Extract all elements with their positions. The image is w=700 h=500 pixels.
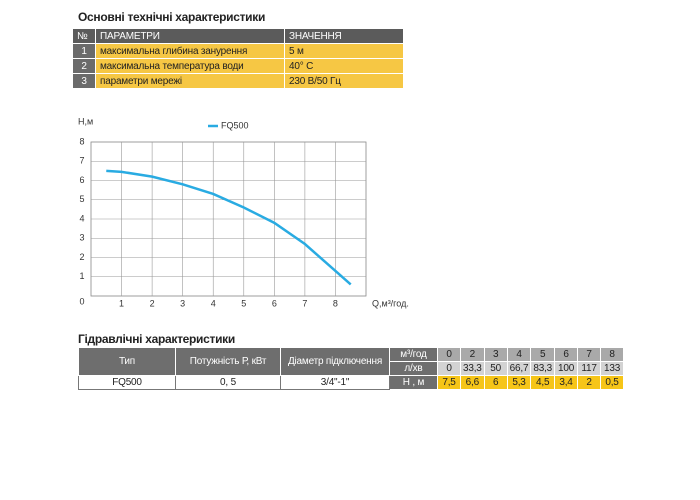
cell: 40° С bbox=[284, 58, 404, 74]
cell: параметри мережі bbox=[95, 73, 285, 89]
cell: 33,3 bbox=[460, 361, 485, 376]
specs-table: № ПАРАМЕТРИ ЗНАЧЕННЯ 1 максимальна глибин… bbox=[72, 28, 404, 89]
header-cell: № bbox=[72, 28, 96, 44]
x-tick-label: 7 bbox=[302, 298, 307, 308]
unit-cell: м³/год bbox=[389, 347, 438, 362]
cell: 2 bbox=[460, 347, 485, 362]
cell: 0 bbox=[437, 347, 461, 362]
cell: 6 bbox=[483, 375, 508, 390]
cell: 3 bbox=[483, 347, 508, 362]
x-tick-label: 5 bbox=[241, 298, 246, 308]
y-tick-label: 8 bbox=[79, 136, 84, 146]
cell: 0,5 bbox=[600, 375, 625, 390]
cell: 3/4"-1" bbox=[280, 375, 390, 390]
cell: 66,7 bbox=[506, 361, 532, 376]
cell: 6,6 bbox=[460, 375, 485, 390]
cell: 50 bbox=[483, 361, 508, 376]
y-tick-label: 4 bbox=[79, 213, 84, 223]
x-tick-label: 8 bbox=[333, 298, 338, 308]
y-tick-label: 2 bbox=[79, 252, 84, 262]
cell: FQ500 bbox=[78, 375, 176, 390]
cell: 2 bbox=[72, 58, 96, 74]
y-tick-label: 0 bbox=[79, 296, 84, 306]
cell: 7 bbox=[577, 347, 602, 362]
x-tick-label: 3 bbox=[180, 298, 185, 308]
y-tick-label: 1 bbox=[79, 271, 84, 281]
cell: 6 bbox=[554, 347, 579, 362]
cell: 7,5 bbox=[437, 375, 461, 390]
legend-label: FQ500 bbox=[221, 120, 249, 130]
y-tick-label: 7 bbox=[79, 156, 84, 166]
cell: 2 bbox=[577, 375, 602, 390]
header-cell: Тип bbox=[78, 347, 176, 376]
cell: 1 bbox=[72, 43, 96, 59]
header-cell: ЗНАЧЕННЯ bbox=[284, 28, 404, 44]
y-tick-label: 6 bbox=[79, 175, 84, 185]
cell: 5,3 bbox=[506, 375, 532, 390]
hydraulic-table: Тип Потужність Р, кВт Діаметр підключенн… bbox=[78, 347, 625, 390]
cell: 4 bbox=[506, 347, 532, 362]
cell: 5 м bbox=[284, 43, 404, 59]
x-tick-label: 1 bbox=[119, 298, 124, 308]
header-cell: Діаметр підключення bbox=[280, 347, 390, 376]
cell: 4,5 bbox=[530, 375, 556, 390]
y-axis-label: H,м bbox=[78, 116, 93, 126]
header-cell: ПАРАМЕТРИ bbox=[95, 28, 285, 44]
unit-cell: л/хв bbox=[389, 361, 438, 376]
unit-cell: Н , м bbox=[389, 375, 438, 390]
cell: 230 В/50 Гц bbox=[284, 73, 404, 89]
cell: 83,3 bbox=[530, 361, 556, 376]
cell: 133 bbox=[600, 361, 625, 376]
x-tick-label: 4 bbox=[211, 298, 216, 308]
chart: 0 1 2 3 4 5 6 7 8 1 2 3 4 5 6 7 8 H,м Q,м³/год. FQ500 bbox=[78, 116, 409, 308]
cell: 0, 5 bbox=[175, 375, 281, 390]
cell: 0 bbox=[437, 361, 461, 376]
cell: 3,4 bbox=[554, 375, 579, 390]
header-cell: Потужність Р, кВт bbox=[175, 347, 281, 376]
hydraulic-title: Гідравлічні характеристики bbox=[78, 332, 235, 346]
cell: 100 bbox=[554, 361, 579, 376]
cell: 5 bbox=[530, 347, 556, 362]
y-tick-label: 5 bbox=[79, 194, 84, 204]
x-tick-label: 2 bbox=[150, 298, 155, 308]
cell: 3 bbox=[72, 73, 96, 89]
cell: 117 bbox=[577, 361, 602, 376]
x-tick-label: 6 bbox=[272, 298, 277, 308]
x-axis-label: Q,м³/год. bbox=[372, 298, 409, 308]
specs-title: Основні технічні характеристики bbox=[78, 10, 266, 24]
cell: 8 bbox=[600, 347, 625, 362]
line-series bbox=[106, 169, 352, 286]
y-tick-label: 3 bbox=[79, 233, 84, 243]
